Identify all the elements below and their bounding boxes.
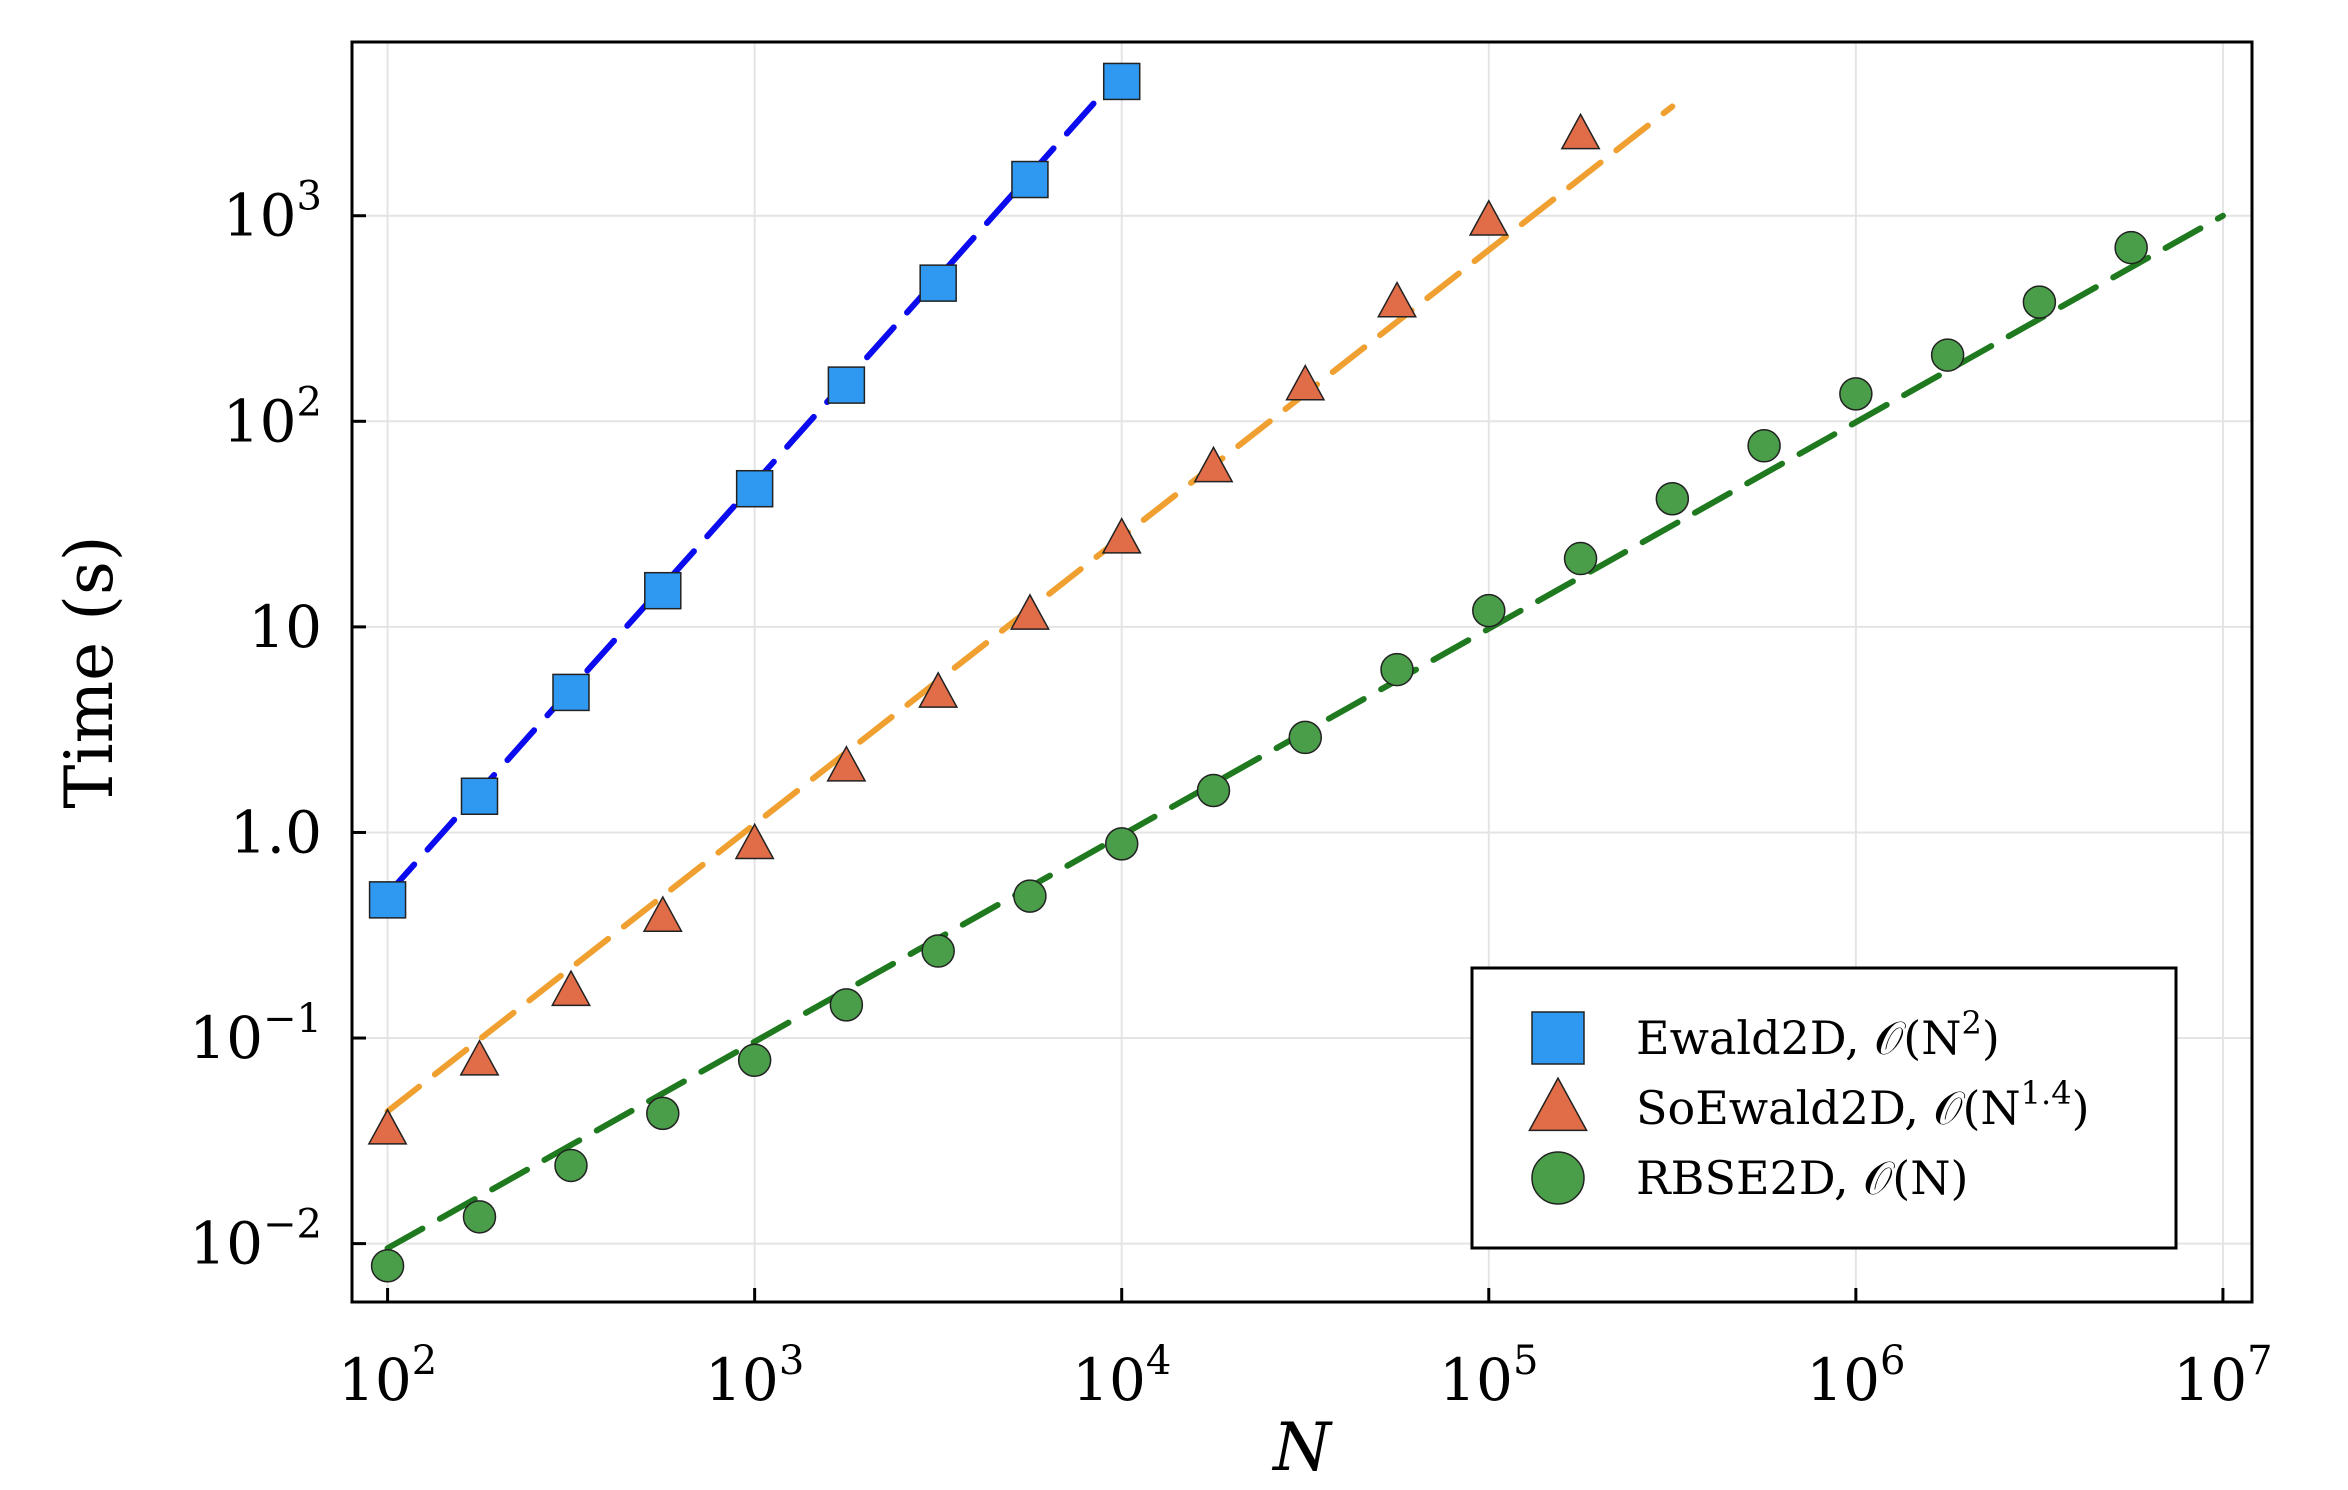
legend: Ewald2D, 𝒪(N2) SoEwald2D, 𝒪(N1.4) RBSE2D, … (1470, 966, 2178, 1250)
data-point-circle (1013, 879, 1047, 913)
data-point-circle (2114, 230, 2148, 265)
data-point-triangle (367, 1108, 408, 1145)
data-point-triangle (918, 671, 959, 708)
data-point-circle (1380, 652, 1414, 687)
data-markers (367, 62, 2148, 1283)
data-point-square (1102, 62, 1141, 101)
data-point-circle (1655, 482, 1690, 516)
data-point-square (552, 673, 590, 712)
axis-ticks: 102 103 104 105 106 107 10−2 10−1 1.0 10 102 103 (189, 174, 2272, 1414)
x-axis-label: N (1271, 1409, 1333, 1486)
legend-marker-square (1531, 1011, 1585, 1065)
data-point-circle (370, 1249, 405, 1283)
x-tick-label: 103 (705, 1338, 804, 1414)
series-circle (370, 230, 2148, 1283)
data-point-triangle (734, 822, 775, 860)
y-tick-label: 10−1 (189, 996, 322, 1072)
data-point-triangle (1468, 199, 1509, 236)
data-point-circle (462, 1200, 497, 1234)
data-point-square (735, 469, 774, 508)
data-point-square (644, 571, 682, 610)
data-point-circle (921, 934, 955, 968)
legend-label: SoEwald2D, 𝒪(N1.4) (1636, 1074, 2090, 1135)
data-point-triangle (1285, 363, 1326, 401)
y-axis-label: Time (s) (51, 535, 128, 808)
series-square (368, 62, 1141, 919)
data-point-triangle (642, 895, 683, 932)
data-point-circle (1288, 720, 1323, 755)
legend-box (1470, 966, 2178, 1250)
data-point-triangle (1009, 593, 1050, 630)
x-tick-label: 104 (1072, 1338, 1171, 1414)
data-point-triangle (1377, 281, 1417, 318)
data-point-circle (554, 1148, 588, 1183)
y-tick-label: 10 (248, 593, 322, 661)
data-point-square (827, 366, 866, 404)
legend-label: RBSE2D, 𝒪(N) (1636, 1151, 1968, 1205)
data-point-circle (1196, 773, 1231, 808)
x-tick-label: 105 (1439, 1338, 1538, 1414)
data-point-square (368, 881, 407, 919)
data-point-square (460, 777, 499, 816)
data-point-circle (1839, 377, 1873, 411)
legend-marker-triangle (1528, 1076, 1588, 1132)
plot-frame (350, 40, 2254, 1304)
legend-marker-circle (1531, 1151, 1585, 1205)
data-point-triangle (551, 969, 591, 1007)
data-point-circle (1930, 338, 1965, 372)
x-tick-label: 107 (2173, 1338, 2272, 1414)
data-point-circle (1104, 827, 1139, 861)
data-point-square (1011, 160, 1049, 199)
x-tick-label: 106 (1806, 1338, 1905, 1414)
data-point-triangle (826, 745, 867, 782)
data-point-triangle (1560, 112, 1601, 150)
x-tick-label: 102 (338, 1338, 437, 1414)
data-point-circle (646, 1096, 680, 1131)
data-point-circle (1563, 541, 1598, 576)
data-point-circle (2022, 285, 2057, 319)
data-point-triangle (1193, 445, 1234, 483)
data-point-circle (829, 988, 864, 1022)
grid-lines (352, 42, 2252, 1302)
y-tick-label: 1.0 (230, 798, 322, 866)
data-point-circle (1472, 593, 1506, 628)
y-tick-label: 103 (223, 174, 322, 250)
data-point-triangle (459, 1039, 500, 1076)
y-tick-label: 10−2 (189, 1202, 322, 1278)
series-triangle (367, 112, 1601, 1145)
data-point-square (919, 264, 957, 302)
legend-label: Ewald2D, 𝒪(N2) (1636, 1004, 2000, 1065)
data-point-triangle (1101, 517, 1142, 554)
data-point-circle (737, 1043, 772, 1077)
y-tick-label: 102 (223, 379, 322, 455)
data-point-circle (1747, 429, 1781, 463)
